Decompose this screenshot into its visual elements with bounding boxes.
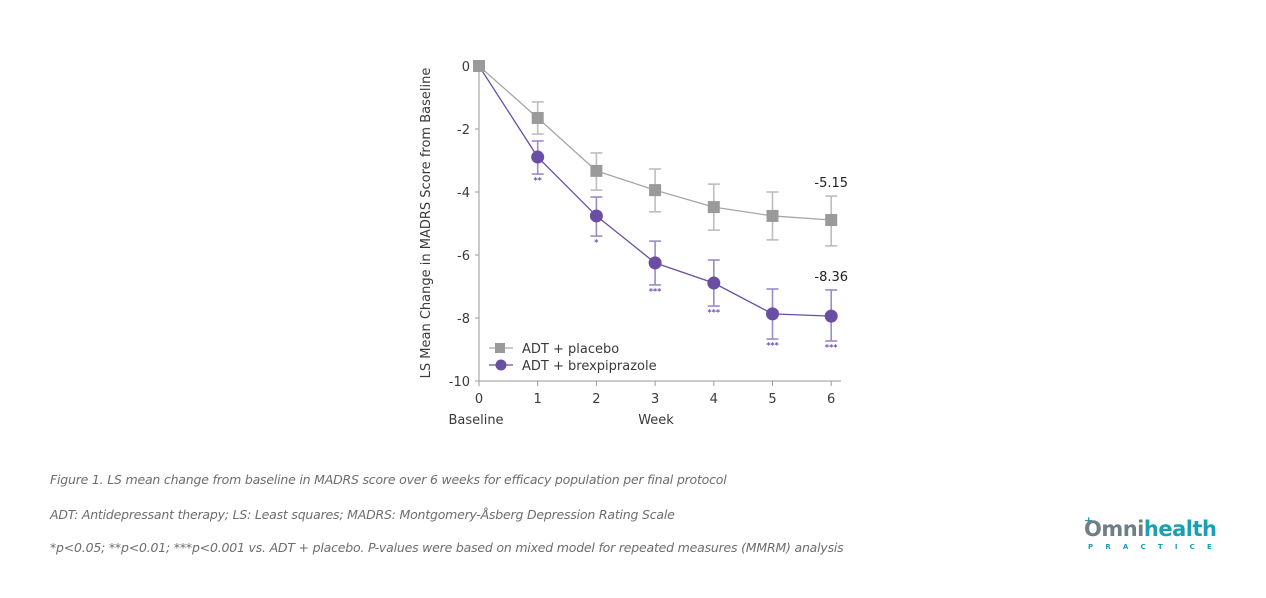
data-point-brexpiprazole (707, 276, 721, 290)
series-layer: -5.15************ ***-8.36 (473, 60, 848, 352)
end-value-label: -5.15 (814, 176, 848, 191)
legend-square-marker (495, 343, 505, 353)
chart: 0-2-4-6-8-100 1 2 3 4 5 6 -5.15************ ***… (419, 60, 848, 428)
logo-health: health (1143, 517, 1217, 541)
x-tick-label: 5 (768, 392, 776, 407)
significance-marker: *** (825, 343, 838, 352)
data-point-brexpiprazole (531, 150, 545, 164)
legend-item: ADT + brexpiprazole (489, 359, 657, 374)
y-axis-title: LS Mean Change in MADRS Score from Basel… (419, 68, 434, 379)
x-tick-label: 0 (475, 392, 483, 407)
significance-marker: ** (534, 176, 543, 185)
significance-marker: *** (649, 287, 662, 296)
data-point-baseline (473, 60, 485, 72)
x-tick-label: 3 (651, 392, 659, 407)
abbreviations-note: ADT: Antidepressant therapy; LS: Least s… (50, 507, 675, 522)
data-point-placebo (590, 164, 603, 177)
y-tick-label: 0 (462, 60, 470, 75)
x-axis-baseline-label: Baseline (448, 413, 503, 428)
significance-marker: *** (766, 341, 779, 350)
x-tick-label: 4 (710, 392, 718, 407)
logo-subtitle: PRACTICE (1088, 543, 1224, 551)
end-value-label: -8.36 (814, 270, 848, 285)
x-tick-label: 1 (534, 392, 542, 407)
logo-omni: Omni (1084, 517, 1144, 541)
data-point-brexpiprazole (766, 307, 779, 321)
omnihealth-logo: + Omnihealth PRACTICE (1084, 514, 1224, 558)
data-point-placebo (766, 209, 779, 222)
y-tick-label: -8 (457, 312, 470, 327)
x-tick-label: 2 (592, 392, 600, 407)
x-tick-label: 6 (827, 392, 835, 407)
legend-label: ADT + placebo (522, 342, 619, 357)
figure-caption: Figure 1. LS mean change from baseline i… (50, 472, 727, 487)
data-point-brexpiprazole (648, 256, 662, 270)
x-axis-title: Week (638, 413, 674, 428)
y-tick-label: -4 (457, 186, 470, 201)
data-point-placebo (707, 201, 720, 214)
legend-item: ADT + placebo (489, 342, 619, 357)
logo-wordmark: Omnihealth (1084, 517, 1217, 541)
y-tick-label: -10 (449, 375, 470, 390)
legend-label: ADT + brexpiprazole (522, 359, 657, 374)
legend-circle-marker (495, 359, 507, 371)
data-point-placebo (649, 184, 662, 197)
data-point-brexpiprazole (589, 209, 603, 223)
legend: ADT + placebo ADT + brexpiprazole (489, 342, 657, 374)
axes: 0 -2 -4 -6 -8 -10 0 1 2 3 4 5 6 (449, 60, 841, 407)
data-point-brexpiprazole (824, 309, 838, 323)
y-tick-label: -6 (457, 249, 470, 264)
data-point-placebo (531, 111, 544, 124)
data-point-placebo (825, 214, 838, 227)
significance-marker: *** (708, 308, 721, 317)
significance-footnote: *p<0.05; **p<0.01; ***p<0.001 vs. ADT + … (50, 540, 844, 555)
y-tick-label: -2 (457, 123, 470, 138)
series-brexpiprazole (478, 65, 838, 342)
plus-icon: + (1084, 514, 1094, 527)
significance-marker: * (594, 238, 599, 247)
